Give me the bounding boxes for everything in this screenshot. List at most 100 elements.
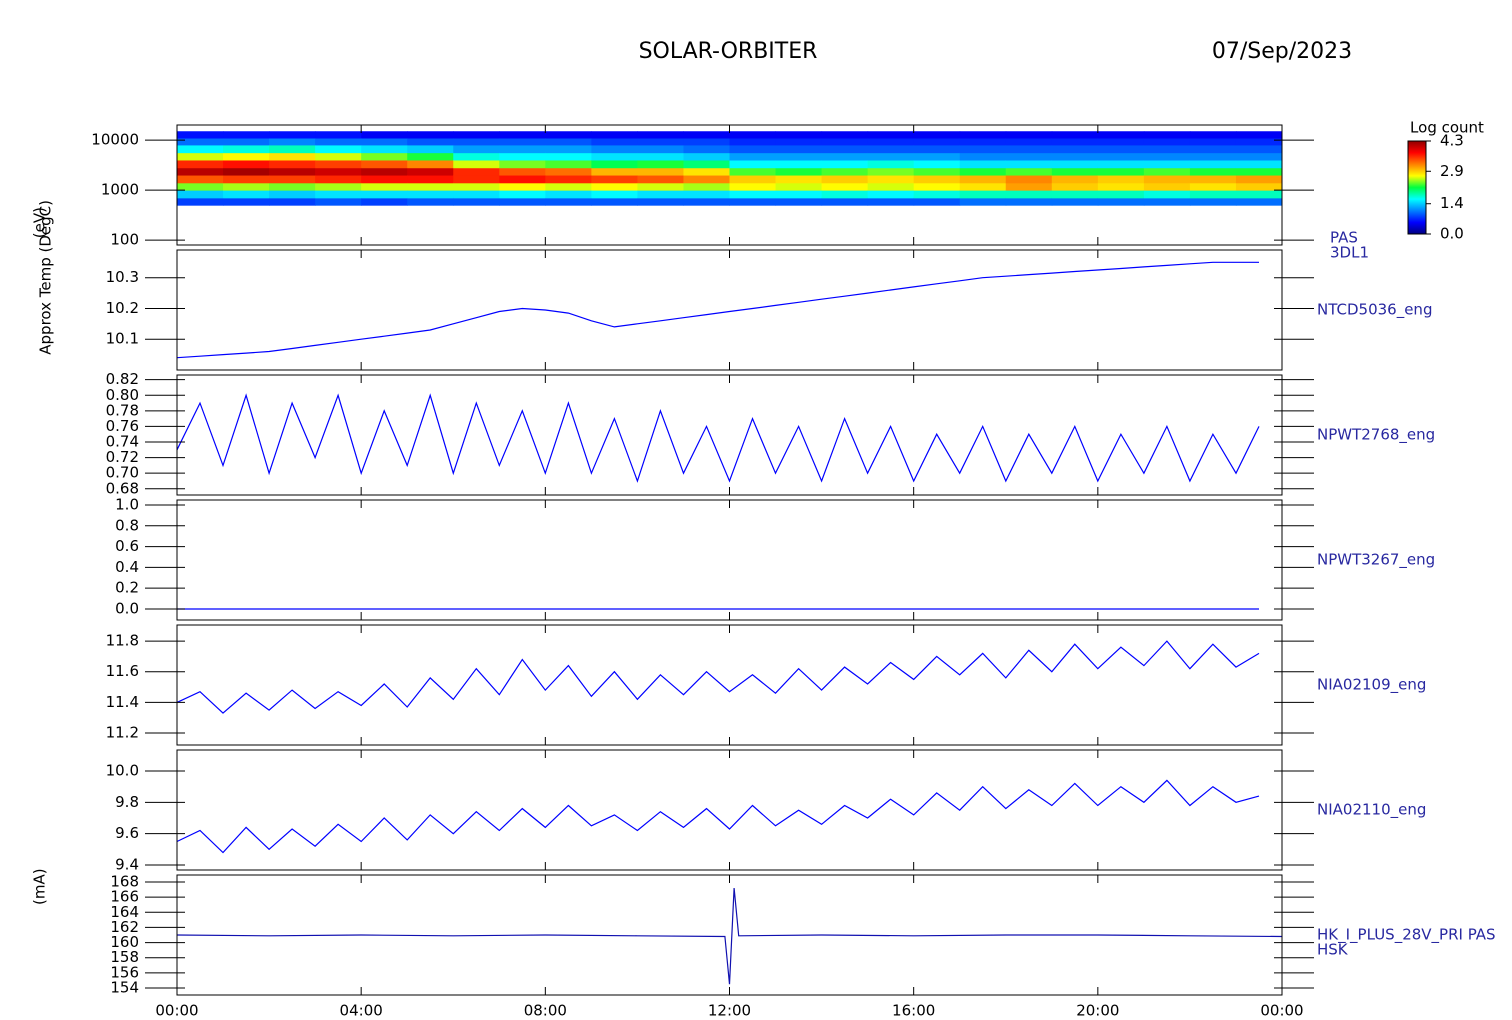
heat-cell [637, 175, 684, 184]
heat-cell [867, 175, 915, 184]
heat-cell [1005, 175, 1053, 184]
heat-cell [729, 190, 777, 199]
heat-cell [775, 167, 823, 176]
y-tick-label: 0.80 [106, 386, 139, 404]
heat-cell [361, 137, 408, 146]
heat-cell [867, 144, 915, 154]
heat-cell [821, 175, 869, 184]
heat-cell [959, 197, 1007, 206]
heat-cell [775, 159, 823, 169]
x-tick-label: 00:00 [155, 1002, 198, 1020]
heat-cell [545, 144, 592, 154]
heat-cell [959, 152, 1007, 161]
heat-cell [1235, 167, 1283, 176]
heat-cell [913, 175, 961, 184]
y-tick-label: 10.0 [106, 761, 139, 779]
heat-cell [223, 167, 270, 176]
y-tick-label: 0.74 [106, 433, 139, 451]
y-tick-label: 166 [110, 888, 139, 906]
panel-label: NIA02109_eng [1317, 676, 1426, 695]
y-tick-label: 11.6 [106, 662, 139, 680]
heat-cell [637, 167, 684, 176]
heat-cell [683, 182, 730, 191]
heat-cell [1097, 137, 1145, 146]
heat-cell [223, 175, 270, 184]
y-tick-label: 0.6 [115, 537, 139, 555]
y-tick-label: 0.72 [106, 448, 139, 466]
y-tick-label: 0.76 [106, 417, 139, 435]
heat-cell [1235, 159, 1283, 169]
heat-cell [1051, 144, 1099, 154]
heat-cell [453, 182, 500, 191]
heat-cell [637, 131, 684, 139]
heat-cell [867, 159, 915, 169]
heat-cell [545, 182, 592, 191]
heat-cell [499, 182, 546, 191]
heat-cell [407, 152, 454, 161]
heat-cell [1051, 137, 1099, 146]
heat-cell [1143, 131, 1191, 139]
heat-cell [729, 144, 777, 154]
heat-cell [1005, 167, 1053, 176]
y-tick-label: 0.0 [115, 599, 139, 617]
heat-cell [545, 175, 592, 184]
y-tick-label: 0.78 [106, 401, 139, 419]
heat-cell [1097, 131, 1145, 139]
heat-cell [591, 137, 638, 146]
heat-cell [1051, 131, 1099, 139]
heat-cell [545, 152, 592, 161]
heat-cell [453, 167, 500, 176]
panel-label: NIA02110_eng [1317, 801, 1426, 820]
heat-cell [177, 152, 224, 161]
panel-frame [176, 374, 1283, 496]
heat-cell [453, 197, 500, 206]
heat-cell [269, 175, 316, 184]
heat-cell [177, 190, 224, 199]
y-tick-label: 0.68 [106, 479, 139, 497]
heat-cell [1235, 152, 1283, 161]
panel-frame [176, 749, 1283, 871]
heat-cell [315, 144, 362, 154]
heat-cell [821, 152, 869, 161]
heat-cell [361, 159, 408, 169]
heat-cell [591, 131, 638, 139]
heat-cell [223, 144, 270, 154]
heat-cell [729, 131, 777, 139]
heat-cell [591, 144, 638, 154]
heat-cell [223, 159, 270, 169]
heat-cell [959, 190, 1007, 199]
heat-cell [1235, 131, 1283, 139]
heat-cell [729, 197, 777, 206]
heat-cell [1005, 144, 1053, 154]
heat-cell [591, 175, 638, 184]
heat-cell [821, 159, 869, 169]
heat-cell [683, 131, 730, 139]
heat-cell [315, 152, 362, 161]
heat-cell [913, 197, 961, 206]
y-tick-label: 10.1 [106, 330, 139, 348]
heat-cell [545, 137, 592, 146]
heat-cell [729, 137, 777, 146]
heat-cell [1189, 167, 1237, 176]
heat-cell [913, 152, 961, 161]
heat-cell [1235, 197, 1283, 206]
heat-cell [867, 131, 915, 139]
heat-cell [1143, 159, 1191, 169]
heat-cell [775, 137, 823, 146]
heat-cell [1189, 137, 1237, 146]
y-tick-label: 9.6 [115, 824, 139, 842]
heat-cell [361, 197, 408, 206]
heat-cell [499, 137, 546, 146]
y-tick-label: 0.2 [115, 579, 139, 597]
heat-cell [1235, 175, 1283, 184]
heat-cell [223, 137, 270, 146]
heat-cell [545, 167, 592, 176]
y-tick-label: 100 [110, 231, 139, 249]
heat-cell [315, 159, 362, 169]
heat-cell [223, 182, 270, 191]
y-tick-label: 11.2 [106, 724, 139, 742]
y-tick-label: 0.70 [106, 464, 139, 482]
y-tick-label: 156 [110, 963, 139, 981]
heat-cell [269, 167, 316, 176]
heat-cell [1235, 137, 1283, 146]
